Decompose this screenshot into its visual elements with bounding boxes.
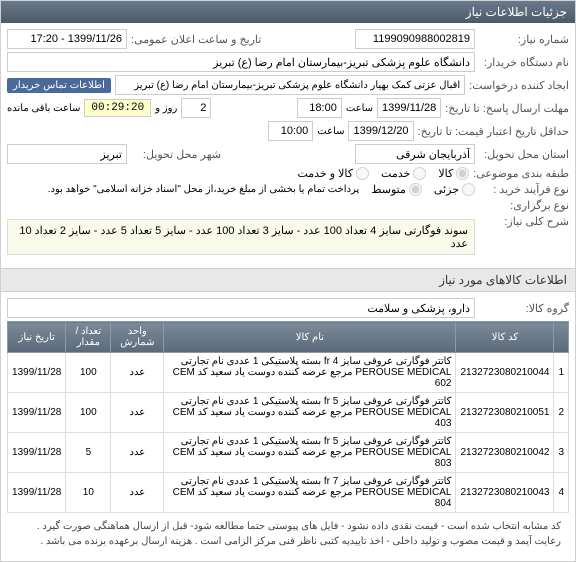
table-cell: 2132723080210042: [456, 433, 554, 473]
table-header: نام کالا: [164, 322, 456, 353]
table-cell: کاتتر فوگارتی عروقی سایز fr 4 بسته پلاست…: [164, 353, 456, 393]
items-table: کد کالانام کالاواحد شمارشتعداد / مقدارتا…: [7, 321, 569, 513]
radio-goods[interactable]: کالا: [438, 167, 469, 180]
process-label: نوع فرآیند خرید :: [479, 183, 569, 196]
table-cell: 2132723080210043: [456, 473, 554, 513]
table-cell: کاتتر فوگارتی عروقی سایز fr 5 بسته پلاست…: [164, 433, 456, 473]
need-number-field: 1199090988002819: [355, 29, 475, 49]
announce-label: تاریخ و ساعت اعلان عمومی:: [131, 33, 261, 46]
radio-med-input[interactable]: [409, 183, 422, 196]
table-cell: 4: [554, 473, 569, 513]
table-cell: 1399/11/28: [8, 393, 66, 433]
hour-label-2: ساعت: [317, 126, 344, 137]
items-header: اطلاعات کالاهای مورد نیاز: [1, 268, 575, 292]
hour-label-1: ساعت: [346, 103, 373, 114]
price-valid-hour-field: 10:00: [268, 121, 313, 141]
radio-both[interactable]: کالا و خدمت: [297, 167, 369, 180]
desc-label: شرح کلی نیاز:: [479, 215, 569, 228]
price-valid-label: حداقل تاریخ اعتبار قیمت: تا تاریخ:: [418, 125, 569, 138]
countdown-field: 00:29:20: [84, 99, 151, 117]
city-field: تبریز: [7, 144, 127, 164]
need-number-label: شماره نیاز:: [479, 33, 569, 46]
table-cell: 2132723080210044: [456, 353, 554, 393]
contact-button[interactable]: اطلاعات تماس خریدار: [7, 78, 111, 93]
desc-text: سوند فوگارتی سایز 4 تعداد 100 عدد - سایز…: [7, 219, 475, 255]
table-cell: عدد: [111, 473, 164, 513]
creator-label: ایجاد کننده درخواست:: [469, 79, 569, 92]
announce-field: 1399/11/26 - 17:20: [7, 29, 127, 49]
buyer-field: دانشگاه علوم پزشکی تبریز-بیمارستان امام …: [7, 52, 475, 72]
process-radios: جزئی متوسط: [371, 183, 475, 196]
table-header: کد کالا: [456, 322, 554, 353]
province-label: استان محل تحویل:: [479, 148, 569, 161]
table-cell: 3: [554, 433, 569, 473]
table-cell: عدد: [111, 393, 164, 433]
table-cell: 100: [66, 353, 111, 393]
table-cell: 1: [554, 353, 569, 393]
remain-label: ساعت باقی مانده: [7, 103, 80, 114]
process-note: پرداخت تمام یا بخشی از مبلغ خرید،از محل …: [48, 184, 360, 195]
creator-field: اقبال عزتی کمک بهیار دانشگاه علوم پزشکی …: [115, 75, 465, 95]
radio-service[interactable]: خدمت: [381, 167, 426, 180]
table-row: 22132723080210051کاتتر فوگارتی عروقی سای…: [8, 393, 569, 433]
deadline-label: مهلت ارسال پاسخ: تا تاریخ:: [445, 102, 569, 115]
table-cell: عدد: [111, 353, 164, 393]
buyer-label: نام دستگاه خریدار:: [479, 56, 569, 69]
deadline-date-field: 1399/11/28: [377, 98, 441, 118]
footer-note: کد مشابه انتخاب شده است - قیمت نقدی داده…: [7, 513, 569, 555]
table-cell: 1399/11/28: [8, 473, 66, 513]
group-type-radios: کالا خدمت کالا و خدمت: [297, 167, 469, 180]
remain-day-field: 2: [181, 98, 211, 118]
table-cell: کاتتر فوگارتی عروقی سایز fr 7 بسته پلاست…: [164, 473, 456, 513]
table-header: [554, 322, 569, 353]
radio-service-input[interactable]: [413, 167, 426, 180]
share-label: نوع برگزاری:: [479, 199, 569, 212]
radio-med[interactable]: متوسط: [371, 183, 422, 196]
radio-both-input[interactable]: [356, 167, 369, 180]
table-header: واحد شمارش: [111, 322, 164, 353]
group-type-label: طبقه بندی موضوعی:: [473, 167, 569, 180]
table-cell: 2: [554, 393, 569, 433]
radio-goods-input[interactable]: [456, 167, 469, 180]
table-cell: عدد: [111, 433, 164, 473]
table-cell: 5: [66, 433, 111, 473]
table-cell: کاتتر فوگارتی عروقی سایز fr 5 بسته پلاست…: [164, 393, 456, 433]
table-cell: 100: [66, 393, 111, 433]
radio-low[interactable]: جزئی: [434, 183, 475, 196]
remain-day-label: روز و: [155, 103, 177, 114]
table-header: تعداد / مقدار: [66, 322, 111, 353]
table-header: تاریخ نیاز: [8, 322, 66, 353]
province-field: آذربایجان شرقی: [355, 144, 475, 164]
table-row: 42132723080210043کاتتر فوگارتی عروقی سای…: [8, 473, 569, 513]
price-valid-date-field: 1399/12/20: [348, 121, 413, 141]
deadline-hour-field: 18:00: [297, 98, 342, 118]
group-row-label: گروه کالا:: [479, 302, 569, 315]
city-label: شهر محل تحویل:: [131, 148, 221, 161]
radio-low-input[interactable]: [462, 183, 475, 196]
group-row-field: دارو، پزشکی و سلامت: [7, 298, 475, 318]
table-row: 12132723080210044کاتتر فوگارتی عروقی سای…: [8, 353, 569, 393]
table-cell: 1399/11/28: [8, 353, 66, 393]
table-cell: 2132723080210051: [456, 393, 554, 433]
panel-title: جزئیات اطلاعات نیاز: [1, 1, 575, 23]
table-row: 32132723080210042کاتتر فوگارتی عروقی سای…: [8, 433, 569, 473]
table-cell: 1399/11/28: [8, 433, 66, 473]
table-cell: 10: [66, 473, 111, 513]
